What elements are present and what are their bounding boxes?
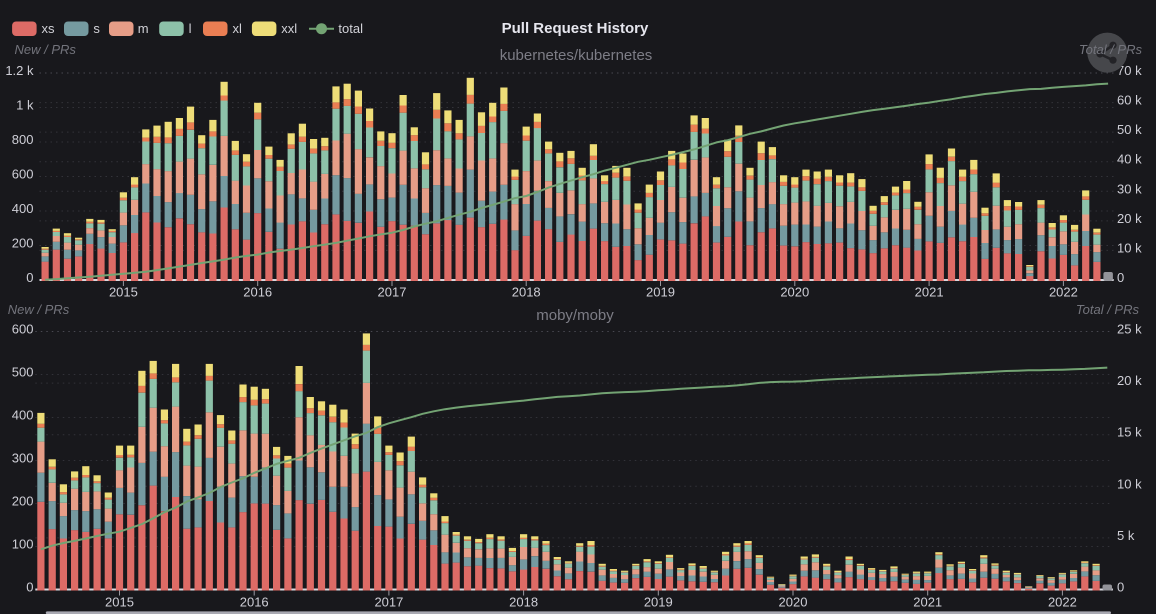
- svg-text:5 k: 5 k: [1117, 528, 1135, 543]
- svg-text:moby/moby: moby/moby: [536, 307, 614, 324]
- svg-text:600: 600: [12, 322, 34, 337]
- svg-text:2021: 2021: [913, 595, 942, 610]
- svg-text:400: 400: [12, 201, 34, 216]
- svg-text:20 k: 20 k: [1117, 211, 1142, 226]
- svg-text:2015: 2015: [105, 595, 134, 610]
- svg-text:70 k: 70 k: [1117, 63, 1142, 78]
- svg-text:800: 800: [12, 132, 34, 147]
- svg-text:total: total: [338, 21, 363, 36]
- svg-text:m: m: [138, 21, 149, 36]
- svg-text:2017: 2017: [374, 595, 403, 610]
- svg-text:200: 200: [12, 494, 34, 509]
- svg-text:50 k: 50 k: [1117, 122, 1142, 137]
- svg-text:Pull Request History: Pull Request History: [502, 20, 649, 37]
- svg-text:kubernetes/kubernetes: kubernetes/kubernetes: [500, 47, 653, 64]
- svg-text:1 k: 1 k: [16, 98, 34, 113]
- svg-text:xxl: xxl: [281, 21, 297, 36]
- svg-text:60 k: 60 k: [1117, 93, 1142, 108]
- svg-text:2022: 2022: [1049, 285, 1078, 300]
- svg-text:New / PRs: New / PRs: [8, 302, 70, 317]
- svg-text:300: 300: [12, 451, 34, 466]
- svg-text:30 k: 30 k: [1117, 181, 1142, 196]
- svg-text:40 k: 40 k: [1117, 152, 1142, 167]
- svg-text:2016: 2016: [240, 595, 269, 610]
- svg-text:2015: 2015: [109, 285, 138, 300]
- svg-text:2020: 2020: [780, 285, 809, 300]
- svg-text:0: 0: [1117, 270, 1124, 285]
- svg-text:s: s: [93, 21, 100, 36]
- svg-text:600: 600: [12, 167, 34, 182]
- svg-text:0: 0: [26, 580, 33, 595]
- svg-text:2018: 2018: [512, 285, 541, 300]
- svg-text:100: 100: [12, 537, 34, 552]
- svg-text:Total / PRs: Total / PRs: [1079, 42, 1143, 57]
- svg-text:25 k: 25 k: [1117, 322, 1142, 337]
- svg-text:New / PRs: New / PRs: [15, 42, 77, 57]
- svg-text:Total / PRs: Total / PRs: [1076, 302, 1140, 317]
- svg-text:2016: 2016: [243, 285, 272, 300]
- svg-text:2017: 2017: [378, 285, 407, 300]
- svg-text:xs: xs: [42, 21, 56, 36]
- svg-text:2019: 2019: [644, 595, 673, 610]
- svg-text:2021: 2021: [915, 285, 944, 300]
- svg-text:2019: 2019: [646, 285, 675, 300]
- svg-text:l: l: [189, 21, 192, 36]
- svg-text:2020: 2020: [779, 595, 808, 610]
- svg-text:10 k: 10 k: [1117, 476, 1142, 491]
- svg-text:2018: 2018: [509, 595, 538, 610]
- svg-text:500: 500: [12, 365, 34, 380]
- svg-text:15 k: 15 k: [1117, 425, 1142, 440]
- svg-text:2022: 2022: [1048, 595, 1077, 610]
- svg-text:10 k: 10 k: [1117, 240, 1142, 255]
- svg-text:0: 0: [1117, 580, 1124, 595]
- svg-text:xl: xl: [233, 21, 243, 36]
- svg-text:400: 400: [12, 408, 34, 423]
- svg-text:1.2 k: 1.2 k: [5, 63, 34, 78]
- svg-text:0: 0: [26, 270, 33, 285]
- svg-text:20 k: 20 k: [1117, 373, 1142, 388]
- svg-text:200: 200: [12, 236, 34, 251]
